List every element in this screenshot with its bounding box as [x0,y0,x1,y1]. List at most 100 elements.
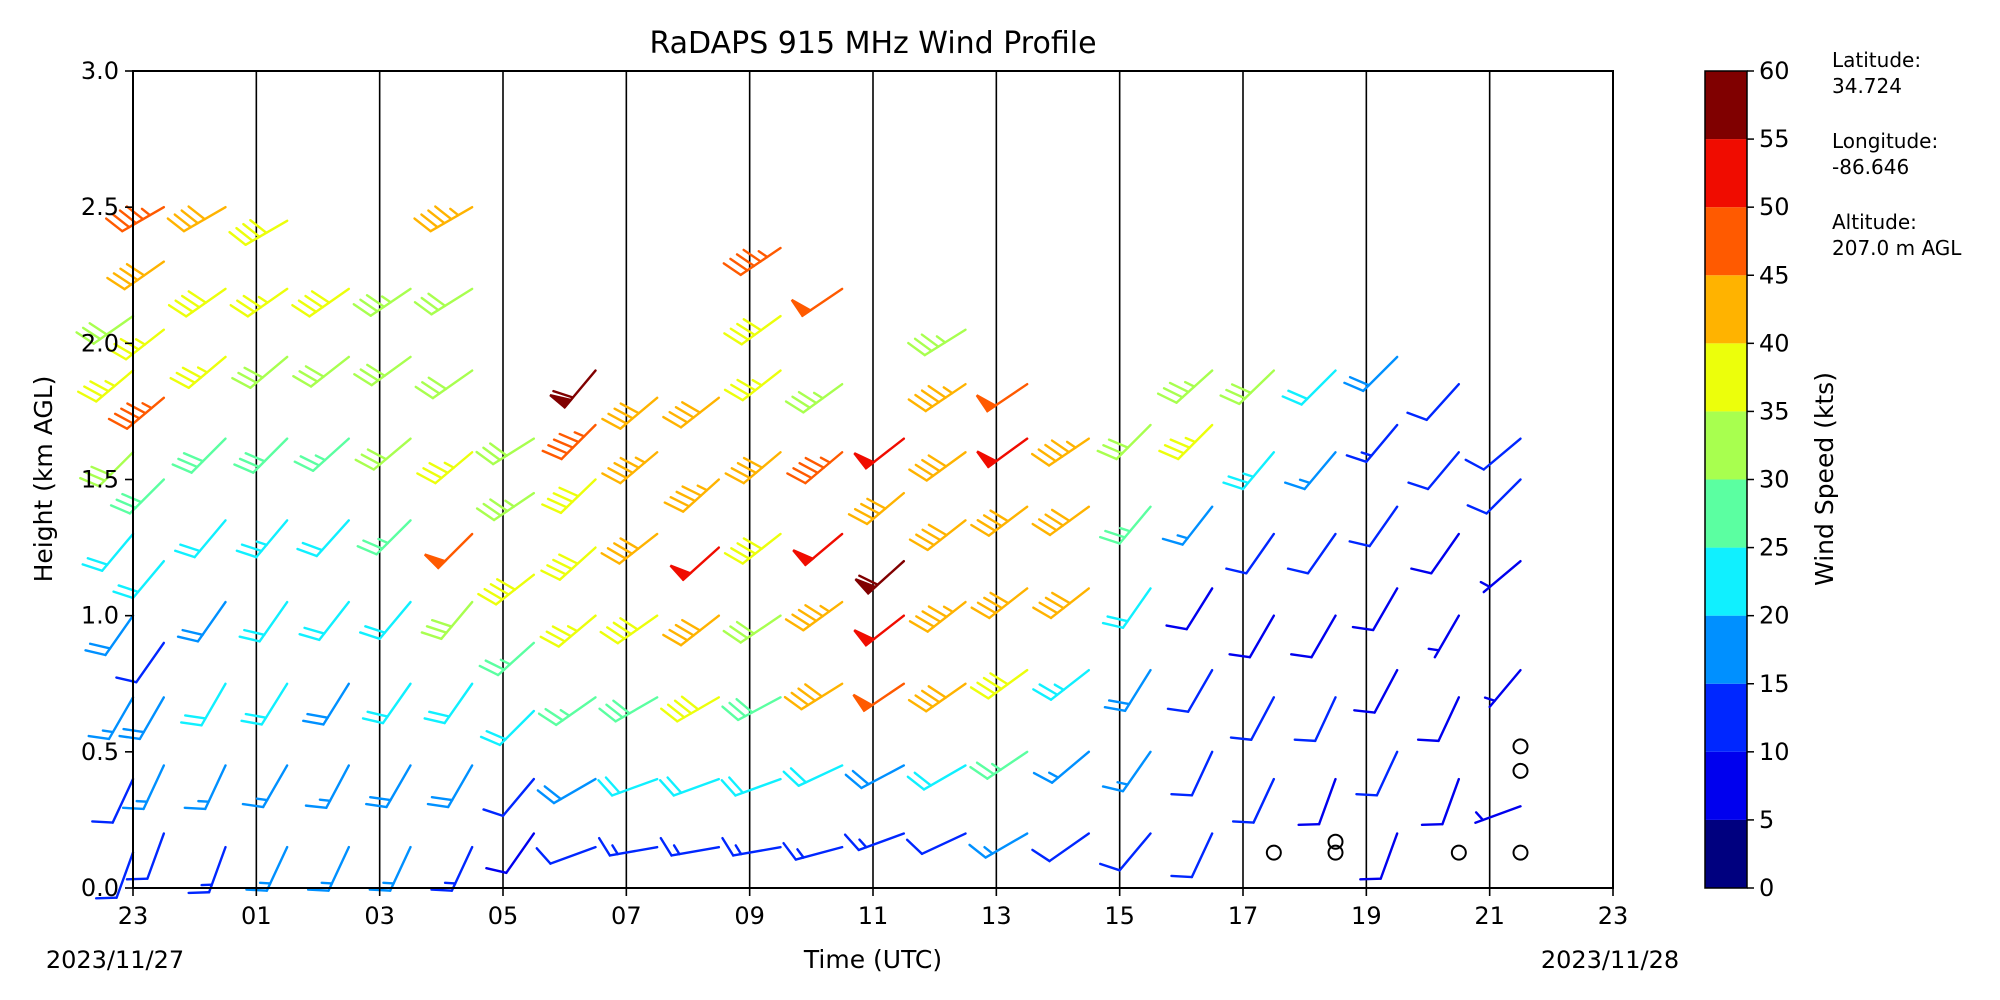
x-tick-label: 05 [488,902,519,930]
wind-barb [304,764,351,810]
wind-barb [1170,750,1214,797]
wind-barb [541,423,597,461]
wind-barb [94,851,135,900]
end-date-label: 2023/11/28 [1541,946,1679,974]
wind-barb [235,519,289,559]
wind-barb [353,355,412,387]
wind-barb [1353,668,1399,714]
wind-barb [359,600,412,641]
colorbar-tick-label: 5 [1759,806,1774,834]
wind-barb [541,478,597,515]
y-axis: 0.0 0.5 1.0 1.5 2.0 2.5 3.0 [81,57,133,902]
wind-barb [720,776,782,797]
wind-barb [352,287,412,317]
wind-barb [844,764,906,790]
wind-barb [1407,451,1461,491]
wind-barb [601,451,659,485]
colorbar-tick-label: 30 [1759,466,1790,494]
wind-barb [167,287,227,318]
wind-barb [908,519,967,552]
wind-barb [354,437,412,471]
wind-barb [180,682,227,727]
colorbar-block [1705,683,1747,752]
wind-barb [724,451,782,485]
wind-barb [1483,668,1522,709]
wind-barb [662,614,721,647]
wind-barb [292,355,351,388]
wind-barb [233,437,289,474]
colorbar: 0 5 10 15 20 25 30 35 40 45 50 55 60 Wind Speed (kts… [1704,57,1839,902]
colorbar-tick-label: 40 [1759,329,1790,357]
colorbar-block [1705,615,1747,684]
wind-barb [478,641,536,677]
colorbar-ticks: 0 5 10 15 20 25 30 35 40 45 50 55 60 [1747,57,1790,902]
wind-barb [969,668,1029,700]
chart-title: RaDAPS 915 MHz Wind Profile [649,26,1096,61]
colorbar-tick-label: 55 [1759,125,1790,153]
wind-barb [91,777,135,824]
wind-barb [76,369,135,403]
wind-barb [106,260,166,291]
wind-barb [854,560,906,596]
wind-barb [659,836,721,857]
wind-barb [722,614,782,644]
wind-barb [231,355,289,390]
wind-barb [118,696,166,741]
wind-barb [723,369,782,402]
longitude-value: -86.646 [1832,155,1909,179]
wind-barb [1031,505,1091,537]
wind-barb [1345,423,1399,464]
wind-barb [658,776,721,797]
wind-barb [853,614,906,647]
wind-barb [907,682,967,713]
colorbar-label: Wind Speed (kts) [1810,372,1839,586]
x-tick-label: 01 [241,902,272,930]
x-axis-label: Time (UTC) [803,945,942,974]
wind-barb [1348,505,1399,548]
colorbar-block [1705,207,1747,276]
wind-barb [976,437,1029,469]
wind-barb [1032,587,1091,620]
wind-barb [784,382,844,414]
wind-barb [549,369,597,410]
wind-barb [600,532,659,565]
wind-barb [786,451,844,485]
wind-barb [361,682,412,725]
wind-barb [907,382,967,413]
wind-barb [535,845,597,865]
wind-barb [1359,832,1399,881]
wind-barb [1222,451,1276,491]
colorbar-block [1705,751,1747,820]
wind-barb [423,682,474,725]
wind-barb [1406,382,1461,422]
wind-barb [475,437,536,466]
wind-barb-calm [1327,844,1344,861]
wind-barb [79,451,135,488]
wind-barb [1420,777,1461,827]
wind-barb [477,573,536,606]
wind-barb [597,776,659,797]
wind-barb [84,614,135,657]
wind-barb [783,682,844,711]
wind-barb [970,587,1029,620]
y-tick-label: 0.5 [81,738,119,766]
wind-barb [413,287,474,316]
colorbar-tick-label: 50 [1759,193,1790,221]
wind-barb [104,205,166,233]
y-tick-label: 1.5 [81,466,119,494]
wind-barb [176,600,227,643]
wind-barb [414,369,474,400]
wind-barb [475,491,536,522]
wind-barb [81,532,135,572]
colorbar-block [1705,479,1747,548]
wind-barb [659,695,721,723]
wind-barb [1103,668,1152,713]
wind-barb [1099,832,1152,872]
wind-barb [843,832,906,852]
wind-barb [790,287,844,318]
wind-barb [908,451,967,482]
wind-barb [1030,437,1091,467]
colorbar-tick-label: 60 [1759,57,1790,85]
wind-barb [721,696,782,722]
